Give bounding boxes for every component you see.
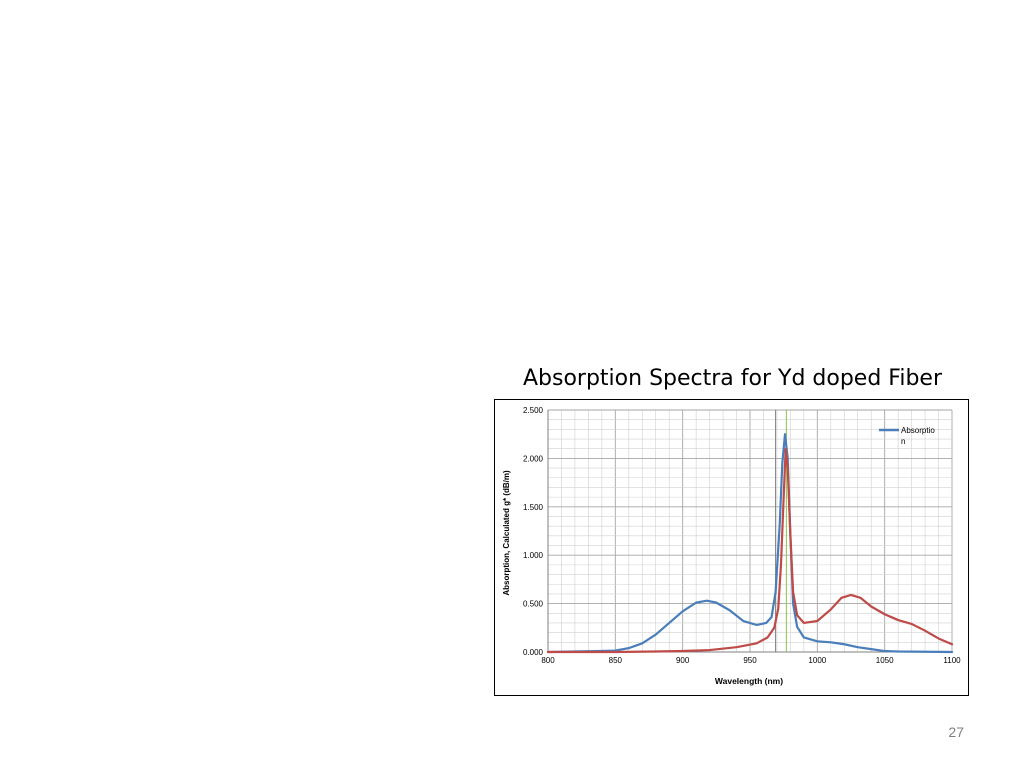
x-tick-label: 850 — [609, 656, 623, 665]
x-tick-label: 1000 — [808, 656, 826, 665]
x-tick-label: 1050 — [876, 656, 894, 665]
x-tick-label: 950 — [743, 656, 757, 665]
y-tick-label: 0.500 — [523, 600, 544, 609]
chart-series — [546, 433, 954, 654]
slide-title: Absorption Spectra for Yd doped Fiber — [522, 366, 943, 391]
y-tick-label: 2.000 — [523, 454, 544, 463]
page-number: 27 — [948, 724, 964, 740]
y-axis-label: Absorption, Calculated g* (dB/m) — [502, 470, 511, 596]
series-line-2 — [546, 447, 954, 654]
chart-legend: Absorptio n — [879, 426, 935, 446]
legend-label-line1: Absorptio — [901, 426, 935, 435]
y-tick-label: 1.000 — [523, 551, 544, 560]
x-tick-label: 1100 — [943, 656, 961, 665]
y-tick-label: 2.500 — [523, 406, 544, 415]
chart-frame: 800 850 900 950 1000 1050 1100 0.000 0.500 1.000 1… — [494, 399, 969, 696]
legend-label-line2: n — [901, 437, 905, 446]
x-axis-label: Wavelength (nm) — [715, 676, 783, 686]
absorption-chart: 800 850 900 950 1000 1050 1100 0.000 0.500 1.000 1… — [502, 406, 961, 686]
x-tick-label: 800 — [541, 656, 555, 665]
chart-grid — [547, 409, 953, 653]
series-line-1 — [546, 433, 954, 654]
y-tick-label: 0.000 — [523, 648, 544, 657]
x-tick-label: 900 — [676, 656, 690, 665]
y-tick-label: 1.500 — [523, 503, 544, 512]
